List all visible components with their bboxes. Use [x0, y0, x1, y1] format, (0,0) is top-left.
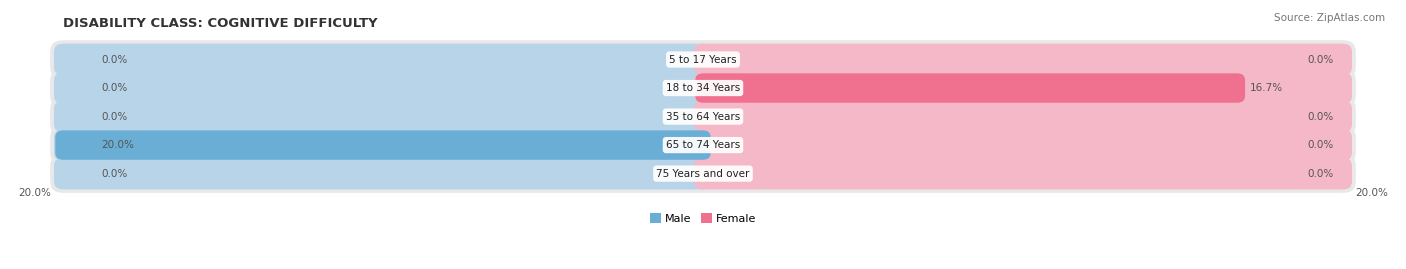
- FancyBboxPatch shape: [51, 69, 1355, 107]
- FancyBboxPatch shape: [55, 130, 710, 160]
- Text: 0.0%: 0.0%: [101, 112, 128, 122]
- FancyBboxPatch shape: [51, 154, 1355, 193]
- FancyBboxPatch shape: [695, 158, 1353, 189]
- Legend: Male, Female: Male, Female: [645, 208, 761, 228]
- Text: 65 to 74 Years: 65 to 74 Years: [666, 140, 740, 150]
- Text: 0.0%: 0.0%: [1308, 55, 1333, 65]
- Text: 5 to 17 Years: 5 to 17 Years: [669, 55, 737, 65]
- Text: 0.0%: 0.0%: [101, 169, 128, 179]
- FancyBboxPatch shape: [53, 158, 711, 189]
- FancyBboxPatch shape: [53, 101, 711, 132]
- FancyBboxPatch shape: [695, 44, 1353, 75]
- FancyBboxPatch shape: [51, 40, 1355, 79]
- Text: 18 to 34 Years: 18 to 34 Years: [666, 83, 740, 93]
- FancyBboxPatch shape: [53, 44, 711, 75]
- Text: Source: ZipAtlas.com: Source: ZipAtlas.com: [1274, 13, 1385, 23]
- FancyBboxPatch shape: [53, 72, 711, 104]
- Text: DISABILITY CLASS: COGNITIVE DIFFICULTY: DISABILITY CLASS: COGNITIVE DIFFICULTY: [63, 17, 378, 30]
- Text: 35 to 64 Years: 35 to 64 Years: [666, 112, 740, 122]
- Text: 75 Years and over: 75 Years and over: [657, 169, 749, 179]
- FancyBboxPatch shape: [53, 129, 711, 161]
- Text: 0.0%: 0.0%: [101, 83, 128, 93]
- FancyBboxPatch shape: [695, 101, 1353, 132]
- FancyBboxPatch shape: [51, 97, 1355, 136]
- FancyBboxPatch shape: [695, 72, 1353, 104]
- Text: 0.0%: 0.0%: [1308, 112, 1333, 122]
- Text: 0.0%: 0.0%: [1308, 140, 1333, 150]
- FancyBboxPatch shape: [51, 126, 1355, 164]
- Text: 20.0%: 20.0%: [18, 188, 51, 198]
- Text: 0.0%: 0.0%: [1308, 169, 1333, 179]
- Text: 16.7%: 16.7%: [1250, 83, 1284, 93]
- Text: 20.0%: 20.0%: [101, 140, 135, 150]
- FancyBboxPatch shape: [696, 73, 1246, 103]
- Text: 0.0%: 0.0%: [101, 55, 128, 65]
- FancyBboxPatch shape: [695, 129, 1353, 161]
- Text: 20.0%: 20.0%: [1355, 188, 1388, 198]
